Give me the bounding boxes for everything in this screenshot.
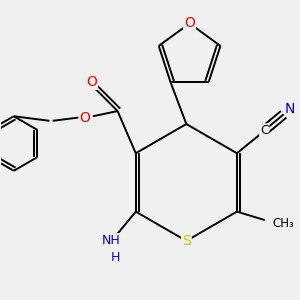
Text: C: C — [260, 124, 268, 137]
Text: N: N — [285, 102, 295, 116]
Text: S: S — [182, 234, 191, 248]
Text: O: O — [184, 16, 195, 31]
Text: CH₃: CH₃ — [273, 217, 294, 230]
Text: H: H — [110, 250, 120, 264]
Text: NH: NH — [102, 234, 121, 247]
Text: O: O — [80, 111, 91, 124]
Text: O: O — [86, 75, 97, 89]
